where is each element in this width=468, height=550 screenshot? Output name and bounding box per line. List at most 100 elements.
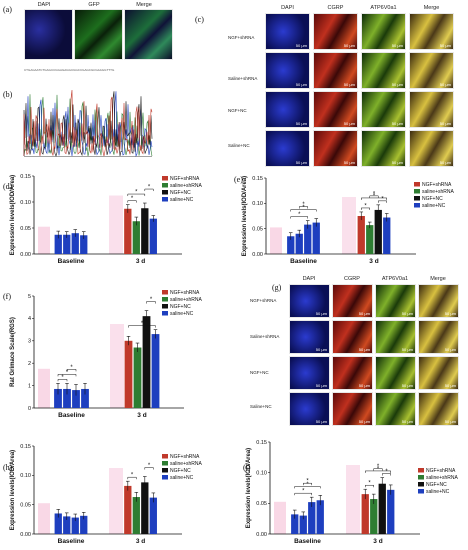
y-axis-label: Expression levels(IOD/Area) [10,175,16,255]
d3-highlight [110,324,124,408]
significance-star: * [135,190,138,196]
legend-swatch [162,461,168,466]
x-tick-label: Baseline [58,412,85,419]
significance-star: * [373,191,376,197]
x-tick-label: Baseline [290,258,317,265]
panel-c-atp6v0a1-image-row1: 50 μm [361,13,406,50]
significance-bracket [361,197,387,200]
scale-bar-label: 50 μm [315,383,327,388]
x-tick-label: Baseline [58,538,85,545]
panel-c-row-label-ngf-nc: NGF+NC [228,108,247,113]
legend-swatch [162,454,168,459]
significance-bracket [66,369,77,372]
x-tick-label: 3 d [137,412,146,419]
panel-c-header-dapi: DAPI [281,5,294,11]
legend-label: NGF+NC [170,190,191,196]
panel-g-row-label-ngf-shrna: NGF+shRNA [250,298,277,303]
panel-i-label: (i) [243,463,251,472]
panel-a-merge-image [124,9,173,60]
x-tick-label: Baseline [294,538,321,545]
panel-a-label: (a) [3,5,12,14]
panel-c-header-merge: Merge [423,5,440,11]
bar-ngf-shrna-baseline [54,234,62,254]
y-axis-label: Expression levels(IOD/Area) [10,450,16,530]
y-tick-label: 0.00 [252,252,263,258]
y-tick-label: 2 [28,361,31,367]
bar-saline-shrna-baseline [63,234,71,254]
y-tick-label: 1 [28,383,31,389]
panel-g-merge-image-row4: 50 μm [418,392,459,426]
significance-star: * [368,481,371,487]
significance-bracket [290,209,317,212]
y-tick-label: 0.15 [20,174,31,180]
bar-ngf-nc-baseline [304,224,312,254]
scale-bar-label: 50 μm [444,419,456,424]
chart-e: 0.00 0.05 0.10 0.15 Expression levels(IOD/Ar… [242,176,454,265]
bar-ngf-nc-baseline [308,502,316,534]
bar-ngf-shrna-3d [124,208,132,254]
panel-c-atp6v0a1-image-row2: 50 μm [361,52,406,89]
y-tick-label: 0.05 [256,501,267,507]
legend-swatch [414,203,420,208]
panel-a-header-gfp: GFP [88,2,100,8]
bar-ngf-nc-3d [374,209,382,254]
significance-bracket [57,374,77,377]
scale-bar-label: 50 μm [391,160,403,165]
significance-star: * [66,370,69,376]
panel-g-dapi-image-row4: 50 μm [289,392,330,426]
significance-star: * [377,466,380,472]
bar-saline-shrna-baseline [295,233,303,254]
panel-g-dapi-image-row1: 50 μm [289,284,330,318]
legend-label: saline+NC [426,489,450,495]
panel-g-header-dapi: DAPI [302,276,316,282]
bar-saline-nc-3d [383,217,391,254]
scale-bar-label: 50 μm [295,43,307,48]
significance-bracket [128,325,156,328]
x-tick-label: 3 d [136,258,145,265]
baseline-highlight [274,501,286,534]
panel-g-atp6v0a1-image-row4: 50 μm [375,392,416,426]
legend-swatch [162,475,168,480]
bar-saline-nc-3d [151,334,160,408]
scale-bar-label: 50 μm [343,160,355,165]
bar-saline-nc-baseline [80,235,88,254]
legend-label: saline+shRNA [422,189,454,195]
d3-highlight [342,197,356,254]
significance-bracket [373,468,383,471]
y-tick-label: 0.00 [20,532,31,538]
scale-bar-label: 50 μm [401,347,413,352]
significance-bracket [144,188,154,192]
panel-a-gfp-image [74,9,123,60]
scale-bar-label: 50 μm [444,311,456,316]
y-tick-label: 0.15 [20,444,31,450]
panel-g-atp6v0a1-image-row3: 50 μm [375,356,416,390]
significance-star: * [364,203,367,209]
panel-g-row-label-saline-shrna: Saline+shRNA [250,334,280,339]
panel-c-row-label-saline-shrna: Saline+shRNA [228,76,258,81]
legend-swatch [418,489,424,494]
bar-ngf-nc-baseline [71,233,79,254]
legend-swatch [162,297,168,302]
significance-bracket [127,200,137,203]
y-tick-label: 3 [28,339,31,345]
bar-saline-nc-baseline [80,515,88,534]
bar-ngf-shrna-3d [124,340,133,408]
significance-star: * [302,489,305,495]
significance-star: * [302,202,305,208]
y-tick-label: 4 [28,316,31,322]
d3-highlight [109,195,123,254]
panel-c-merge-image-row2: 50 μm [409,52,454,89]
significance-bracket [361,207,370,210]
significance-star: * [306,479,309,485]
bar-ngf-nc-baseline [71,517,79,534]
panel-c-cgrp-image-row2: 50 μm [313,52,358,89]
scale-bar-label: 50 μm [401,311,413,316]
significance-star: * [141,321,144,327]
legend-label: saline+shRNA [426,475,458,481]
legend-label: saline+NC [170,311,194,317]
legend-label: NGF+shRNA [170,290,200,296]
panel-g-header-cgrp: CGRP [344,276,360,282]
panel-f-label: (f) [3,292,11,301]
bar-ngf-shrna-baseline [287,236,295,254]
legend-label: NGF+NC [170,468,191,474]
